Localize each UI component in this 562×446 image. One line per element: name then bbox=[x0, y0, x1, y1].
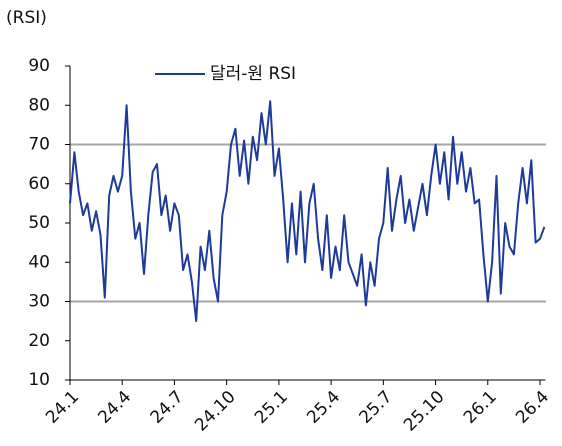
y-tick-label: 70 bbox=[28, 135, 50, 155]
x-tick-label: 24.1 bbox=[42, 387, 83, 428]
x-tick-label: 24.7 bbox=[147, 387, 188, 428]
x-tick-label: 25.4 bbox=[303, 387, 344, 428]
x-tick-label: 25.1 bbox=[251, 387, 292, 428]
x-tick-label: 25.10 bbox=[400, 387, 449, 436]
data-line bbox=[69, 100, 546, 323]
x-tick-label: 25.7 bbox=[355, 387, 396, 428]
y-tick-label: 90 bbox=[28, 56, 50, 76]
y-tick-label: 10 bbox=[28, 370, 50, 390]
y-axis-label: (RSI) bbox=[6, 8, 47, 28]
y-tick-label: 60 bbox=[28, 174, 50, 194]
x-tick-label: 24.4 bbox=[94, 387, 135, 428]
x-tick-label: 24.10 bbox=[191, 387, 240, 436]
x-tick-label: 26.4 bbox=[512, 387, 553, 428]
legend-label: 달러-원 RSI bbox=[210, 64, 296, 84]
y-tick-label: 30 bbox=[28, 292, 50, 312]
y-tick-label: 40 bbox=[28, 252, 50, 272]
y-tick-label: 80 bbox=[28, 95, 50, 115]
x-tick-label: 26.1 bbox=[460, 387, 501, 428]
y-tick-label: 50 bbox=[28, 213, 50, 233]
y-tick-label: 20 bbox=[28, 331, 50, 351]
